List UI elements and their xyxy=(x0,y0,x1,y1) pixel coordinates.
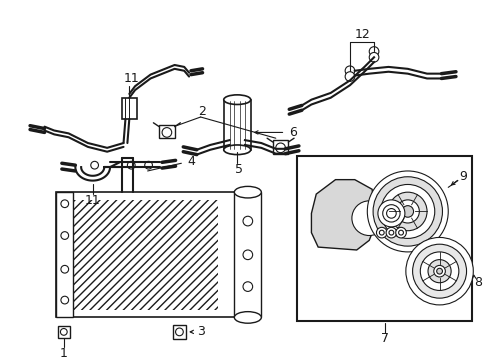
Bar xyxy=(234,192,261,318)
Circle shape xyxy=(379,230,384,235)
Bar xyxy=(73,200,218,310)
Circle shape xyxy=(372,177,442,246)
Circle shape xyxy=(395,227,406,238)
Circle shape xyxy=(420,252,458,291)
Text: 1: 1 xyxy=(60,347,68,360)
Bar xyxy=(58,326,69,338)
Circle shape xyxy=(345,72,354,81)
Ellipse shape xyxy=(234,186,261,198)
Ellipse shape xyxy=(224,145,250,154)
Circle shape xyxy=(405,238,472,305)
Text: 3: 3 xyxy=(196,325,204,338)
Circle shape xyxy=(436,268,442,274)
Circle shape xyxy=(175,328,183,336)
Text: 7: 7 xyxy=(380,332,388,345)
Bar xyxy=(122,98,137,119)
Circle shape xyxy=(412,244,466,298)
Circle shape xyxy=(357,207,380,230)
Text: 9: 9 xyxy=(459,170,467,183)
Bar xyxy=(56,192,73,318)
Text: 11: 11 xyxy=(123,72,139,85)
Text: 11: 11 xyxy=(84,194,101,207)
Circle shape xyxy=(386,208,395,218)
Circle shape xyxy=(243,216,252,226)
Circle shape xyxy=(386,227,396,238)
Circle shape xyxy=(368,53,378,62)
Circle shape xyxy=(351,201,386,235)
Circle shape xyxy=(243,282,252,291)
Bar xyxy=(272,140,288,154)
Circle shape xyxy=(388,230,393,235)
Circle shape xyxy=(380,184,434,238)
Text: 10: 10 xyxy=(411,186,427,199)
Bar xyxy=(296,156,471,321)
Circle shape xyxy=(91,161,98,169)
Circle shape xyxy=(144,161,152,169)
Circle shape xyxy=(275,143,285,153)
Circle shape xyxy=(377,200,404,227)
Text: 6: 6 xyxy=(288,126,296,139)
Circle shape xyxy=(427,260,450,283)
Circle shape xyxy=(61,329,67,335)
Text: 4: 4 xyxy=(187,155,195,168)
Circle shape xyxy=(366,171,447,252)
Circle shape xyxy=(387,192,426,231)
Circle shape xyxy=(345,66,354,76)
Circle shape xyxy=(368,47,378,56)
Bar xyxy=(172,325,186,339)
Text: 8: 8 xyxy=(473,276,481,289)
Circle shape xyxy=(61,200,68,208)
Text: 5: 5 xyxy=(235,163,243,176)
Bar xyxy=(224,100,250,150)
Ellipse shape xyxy=(224,95,250,104)
Ellipse shape xyxy=(234,312,261,323)
Circle shape xyxy=(401,206,413,217)
Circle shape xyxy=(243,250,252,260)
Circle shape xyxy=(382,205,399,222)
Circle shape xyxy=(398,230,403,235)
Text: 12: 12 xyxy=(354,28,369,41)
Text: 2: 2 xyxy=(198,105,206,118)
Polygon shape xyxy=(311,180,375,250)
Circle shape xyxy=(127,161,135,169)
Circle shape xyxy=(61,232,68,239)
Bar xyxy=(159,125,174,138)
Circle shape xyxy=(363,212,374,224)
Circle shape xyxy=(376,227,386,238)
Circle shape xyxy=(433,265,445,277)
Circle shape xyxy=(395,200,419,223)
Circle shape xyxy=(61,296,68,304)
Circle shape xyxy=(61,265,68,273)
Circle shape xyxy=(162,127,171,137)
